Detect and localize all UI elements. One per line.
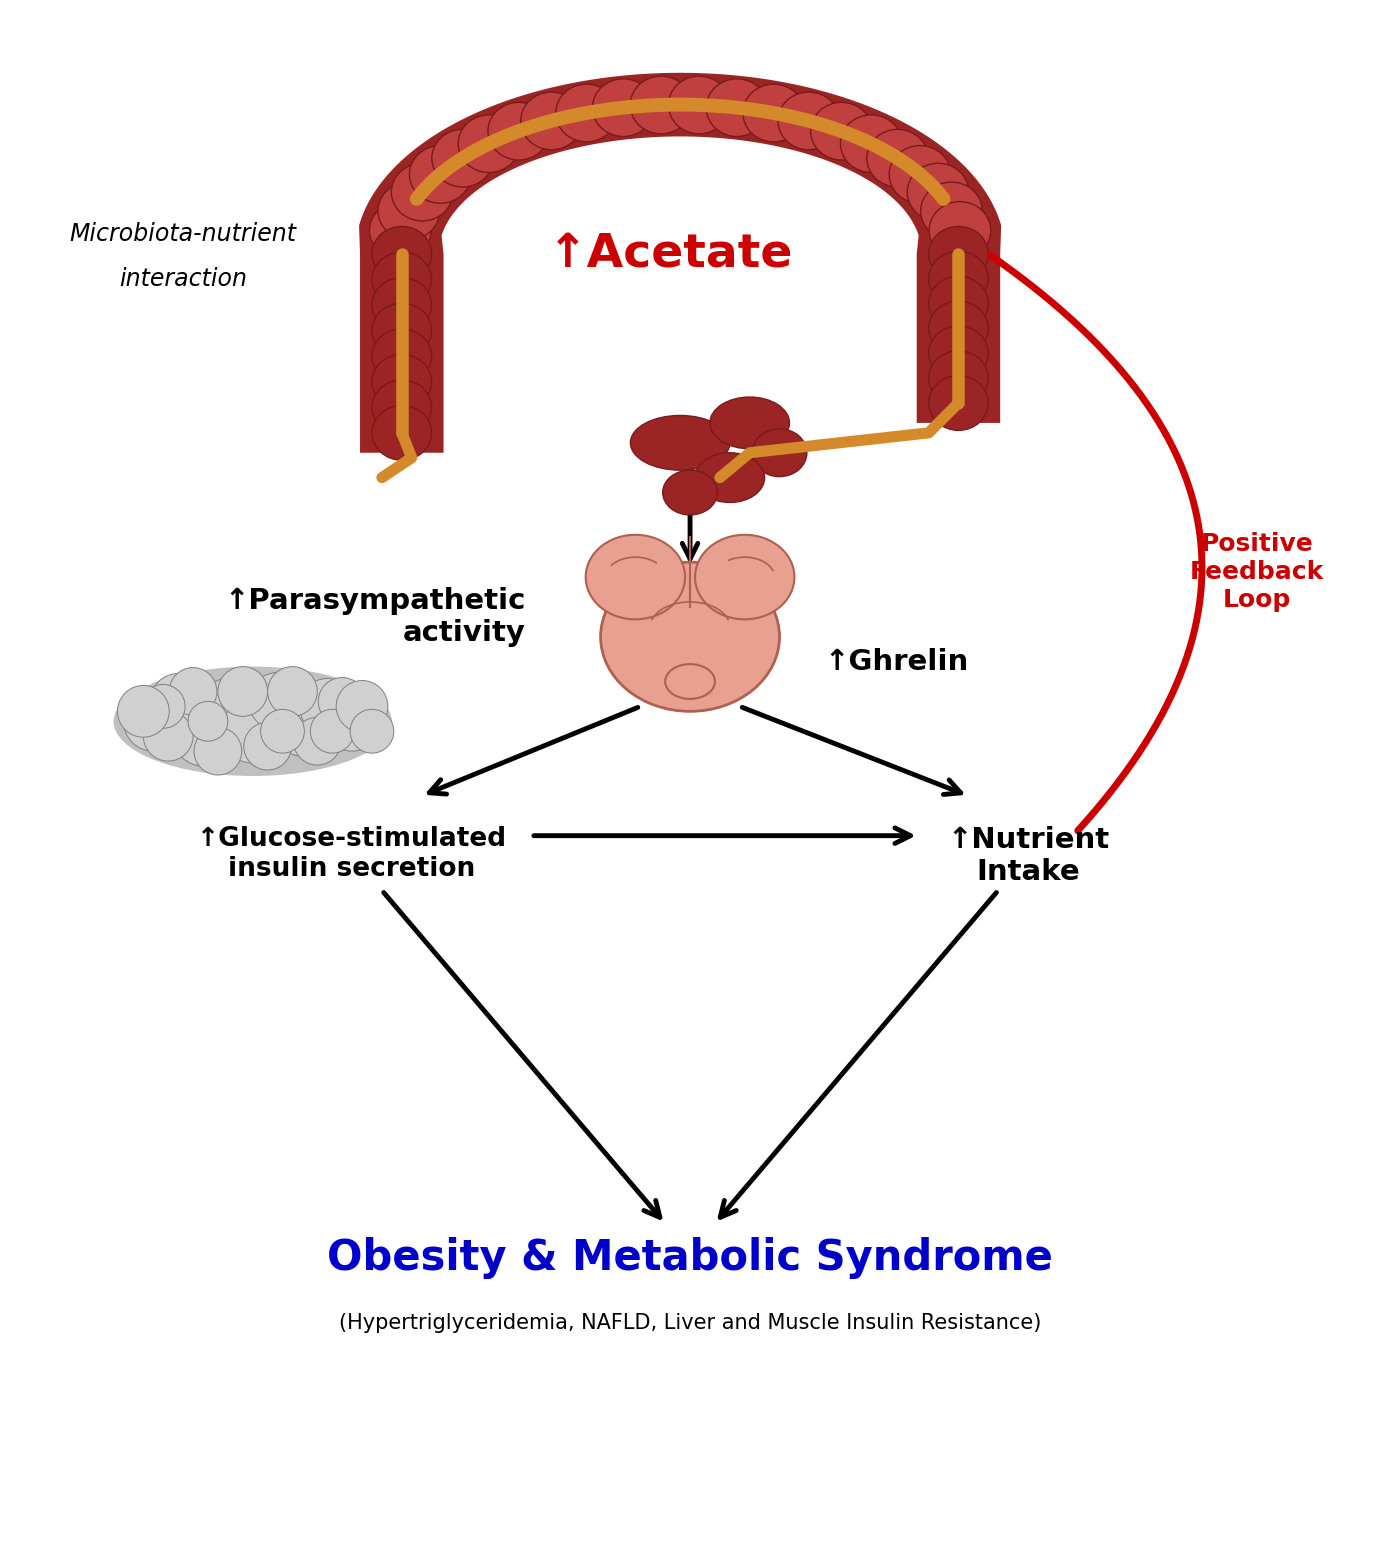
Ellipse shape bbox=[113, 667, 392, 776]
Circle shape bbox=[322, 692, 382, 751]
Ellipse shape bbox=[665, 664, 715, 700]
Circle shape bbox=[118, 686, 169, 737]
Circle shape bbox=[249, 673, 307, 731]
Ellipse shape bbox=[372, 329, 431, 383]
Ellipse shape bbox=[372, 405, 431, 461]
Circle shape bbox=[143, 712, 193, 762]
Ellipse shape bbox=[372, 354, 431, 409]
Ellipse shape bbox=[743, 84, 805, 141]
Circle shape bbox=[218, 667, 267, 717]
Ellipse shape bbox=[928, 375, 988, 430]
Ellipse shape bbox=[928, 326, 988, 380]
Ellipse shape bbox=[889, 146, 951, 203]
Circle shape bbox=[260, 709, 304, 754]
Circle shape bbox=[311, 709, 354, 754]
Ellipse shape bbox=[489, 102, 550, 160]
Ellipse shape bbox=[811, 102, 872, 160]
Ellipse shape bbox=[370, 202, 431, 259]
Ellipse shape bbox=[706, 79, 767, 136]
Polygon shape bbox=[358, 73, 1001, 453]
Circle shape bbox=[150, 673, 206, 729]
Ellipse shape bbox=[907, 163, 969, 220]
Ellipse shape bbox=[752, 430, 806, 476]
Text: interaction: interaction bbox=[119, 267, 246, 290]
Ellipse shape bbox=[928, 251, 988, 306]
Circle shape bbox=[200, 678, 256, 734]
Ellipse shape bbox=[630, 76, 692, 133]
Circle shape bbox=[188, 701, 228, 741]
Text: Obesity & Metabolic Syndrome: Obesity & Metabolic Syndrome bbox=[328, 1238, 1053, 1280]
Ellipse shape bbox=[928, 276, 988, 330]
Ellipse shape bbox=[601, 561, 780, 712]
Text: Positive
Feedback
Loop: Positive Feedback Loop bbox=[1190, 532, 1324, 613]
Ellipse shape bbox=[372, 253, 431, 307]
Circle shape bbox=[318, 678, 365, 726]
Ellipse shape bbox=[372, 380, 431, 434]
Ellipse shape bbox=[928, 301, 988, 355]
Circle shape bbox=[273, 696, 332, 755]
Ellipse shape bbox=[928, 351, 988, 405]
Circle shape bbox=[294, 717, 342, 765]
Text: ↑Nutrient
Intake: ↑Nutrient Intake bbox=[946, 825, 1109, 886]
Ellipse shape bbox=[521, 92, 582, 150]
Text: ↑Parasympathetic
activity: ↑Parasympathetic activity bbox=[224, 586, 526, 647]
Ellipse shape bbox=[372, 278, 431, 332]
Circle shape bbox=[141, 684, 185, 729]
Circle shape bbox=[336, 681, 388, 732]
Ellipse shape bbox=[630, 416, 729, 470]
Ellipse shape bbox=[458, 115, 519, 172]
Ellipse shape bbox=[585, 535, 685, 619]
Ellipse shape bbox=[372, 302, 431, 358]
Ellipse shape bbox=[592, 79, 654, 136]
Ellipse shape bbox=[694, 535, 794, 619]
Ellipse shape bbox=[840, 115, 902, 172]
Circle shape bbox=[244, 723, 291, 769]
Text: ↑Glucose-stimulated
insulin secretion: ↑Glucose-stimulated insulin secretion bbox=[197, 825, 507, 881]
Ellipse shape bbox=[921, 181, 983, 240]
Ellipse shape bbox=[409, 146, 470, 203]
Ellipse shape bbox=[710, 397, 790, 448]
Ellipse shape bbox=[372, 226, 431, 281]
Ellipse shape bbox=[392, 163, 454, 220]
Circle shape bbox=[195, 727, 242, 776]
Circle shape bbox=[300, 678, 356, 734]
Ellipse shape bbox=[778, 92, 840, 150]
Circle shape bbox=[174, 706, 232, 766]
Ellipse shape bbox=[662, 470, 717, 515]
Ellipse shape bbox=[930, 202, 991, 259]
Ellipse shape bbox=[867, 129, 928, 188]
Ellipse shape bbox=[694, 453, 764, 503]
Circle shape bbox=[350, 709, 393, 754]
Text: ↑Acetate: ↑Acetate bbox=[547, 231, 792, 276]
Ellipse shape bbox=[928, 226, 988, 281]
Ellipse shape bbox=[668, 76, 729, 133]
Circle shape bbox=[169, 667, 217, 715]
Circle shape bbox=[123, 692, 183, 751]
Circle shape bbox=[221, 700, 284, 763]
Text: (Hypertriglyceridemia, NAFLD, Liver and Muscle Insulin Resistance): (Hypertriglyceridemia, NAFLD, Liver and … bbox=[339, 1314, 1042, 1332]
Text: ↑Ghrelin: ↑Ghrelin bbox=[825, 648, 969, 676]
Ellipse shape bbox=[378, 181, 440, 240]
Ellipse shape bbox=[556, 84, 617, 141]
Ellipse shape bbox=[431, 129, 493, 188]
Circle shape bbox=[267, 667, 318, 717]
Text: Microbiota-nutrient: Microbiota-nutrient bbox=[70, 222, 297, 247]
